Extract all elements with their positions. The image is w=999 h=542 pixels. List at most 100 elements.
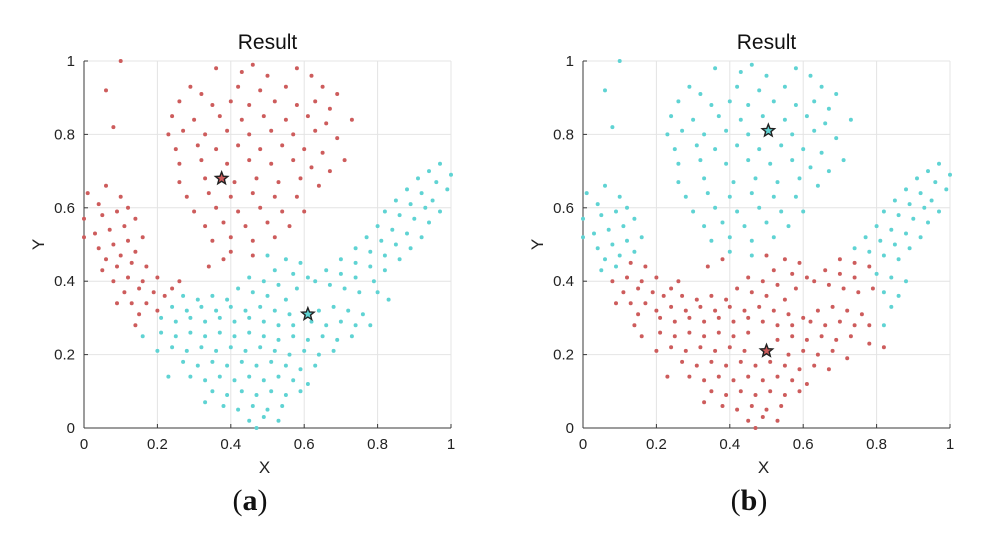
data-point-cyan bbox=[250, 404, 255, 408]
data-point-cyan bbox=[434, 180, 439, 185]
data-point-cyan bbox=[584, 191, 589, 196]
data-point-red bbox=[96, 202, 101, 207]
data-point-red bbox=[173, 147, 178, 152]
data-point-red bbox=[812, 279, 817, 284]
data-point-cyan bbox=[632, 249, 637, 254]
data-point-red bbox=[867, 264, 872, 269]
data-point-red bbox=[129, 260, 134, 265]
data-point-cyan bbox=[771, 99, 776, 104]
data-point-red bbox=[206, 191, 211, 196]
data-point-cyan bbox=[581, 235, 585, 240]
data-point-red bbox=[625, 275, 629, 280]
data-point-red bbox=[115, 301, 119, 306]
data-point-red bbox=[731, 378, 736, 383]
y-tick-label: 0.6 bbox=[54, 200, 75, 217]
data-point-cyan bbox=[694, 143, 699, 148]
data-point-cyan bbox=[272, 308, 277, 313]
data-point-red bbox=[694, 297, 699, 302]
data-point-cyan bbox=[907, 202, 912, 207]
data-point-cyan bbox=[698, 158, 703, 163]
data-point-red bbox=[720, 404, 725, 408]
data-point-red bbox=[93, 231, 97, 236]
data-point-red bbox=[643, 264, 648, 269]
data-point-cyan bbox=[793, 194, 798, 199]
data-point-cyan bbox=[782, 117, 787, 122]
data-point-red bbox=[177, 279, 182, 284]
data-point-red bbox=[819, 334, 824, 339]
data-point-red bbox=[867, 323, 872, 328]
data-point-red bbox=[841, 286, 846, 291]
data-point-cyan bbox=[173, 334, 178, 339]
data-point-cyan bbox=[738, 117, 743, 122]
data-point-cyan bbox=[709, 103, 714, 107]
data-point-cyan bbox=[603, 88, 607, 93]
data-point-red bbox=[177, 180, 182, 185]
data-point-cyan bbox=[691, 209, 696, 214]
data-point-cyan bbox=[173, 319, 178, 324]
data-point-cyan bbox=[382, 209, 387, 214]
y-tick-label: 0.2 bbox=[553, 347, 574, 364]
data-point-cyan bbox=[393, 198, 398, 203]
data-point-red bbox=[713, 308, 718, 313]
data-point-cyan bbox=[731, 180, 736, 185]
data-point-red bbox=[133, 249, 138, 254]
data-point-red bbox=[614, 301, 618, 306]
data-point-red bbox=[804, 382, 809, 386]
data-point-red bbox=[129, 301, 134, 306]
data-point-red bbox=[797, 260, 802, 265]
data-point-red bbox=[753, 363, 758, 368]
data-point-cyan bbox=[889, 275, 894, 280]
data-point-cyan bbox=[305, 275, 310, 280]
data-point-cyan bbox=[195, 363, 200, 368]
data-point-cyan bbox=[408, 202, 413, 207]
data-point-red bbox=[239, 70, 244, 74]
data-point-cyan bbox=[617, 194, 622, 199]
data-point-red bbox=[258, 147, 263, 152]
data-point-red bbox=[177, 161, 182, 166]
data-point-red bbox=[709, 389, 714, 394]
data-point-red bbox=[85, 191, 90, 196]
data-point-red bbox=[243, 224, 248, 229]
data-point-red bbox=[731, 319, 736, 324]
data-point-red bbox=[852, 323, 857, 328]
data-point-cyan bbox=[184, 348, 189, 353]
data-point-cyan bbox=[852, 246, 857, 251]
data-point-red bbox=[225, 128, 230, 133]
data-point-red bbox=[111, 242, 116, 247]
data-point-cyan bbox=[247, 374, 252, 379]
data-point-cyan bbox=[371, 279, 376, 284]
data-point-red bbox=[166, 132, 171, 137]
data-point-red bbox=[272, 235, 277, 240]
data-point-cyan bbox=[382, 253, 387, 258]
data-point-cyan bbox=[261, 415, 266, 419]
data-point-red bbox=[225, 161, 230, 166]
data-point-cyan bbox=[911, 216, 916, 221]
data-point-red bbox=[126, 238, 130, 243]
data-point-cyan bbox=[735, 143, 740, 148]
centroid-star-red bbox=[213, 170, 230, 186]
data-point-cyan bbox=[918, 235, 923, 240]
data-point-cyan bbox=[360, 312, 365, 317]
data-point-cyan bbox=[926, 169, 930, 174]
data-point-cyan bbox=[599, 213, 604, 218]
data-point-red bbox=[177, 99, 182, 104]
data-point-red bbox=[702, 378, 707, 383]
y-tick-label: 0.6 bbox=[553, 200, 574, 217]
y-tick-label: 1 bbox=[67, 53, 75, 70]
data-point-red bbox=[775, 418, 780, 423]
data-point-cyan bbox=[764, 73, 769, 78]
data-point-cyan bbox=[768, 161, 773, 166]
data-point-cyan bbox=[742, 224, 747, 229]
data-point-cyan bbox=[199, 304, 204, 309]
data-point-red bbox=[845, 308, 850, 313]
data-point-red bbox=[327, 106, 332, 111]
data-point-red bbox=[669, 345, 674, 350]
data-point-cyan bbox=[210, 389, 215, 394]
data-point-red bbox=[753, 426, 758, 430]
data-point-red bbox=[214, 66, 219, 71]
data-point-cyan bbox=[305, 382, 310, 386]
x-tick-label: 1 bbox=[447, 436, 455, 453]
data-point-cyan bbox=[819, 84, 824, 89]
data-point-red bbox=[694, 363, 699, 368]
data-point-cyan bbox=[944, 187, 949, 192]
